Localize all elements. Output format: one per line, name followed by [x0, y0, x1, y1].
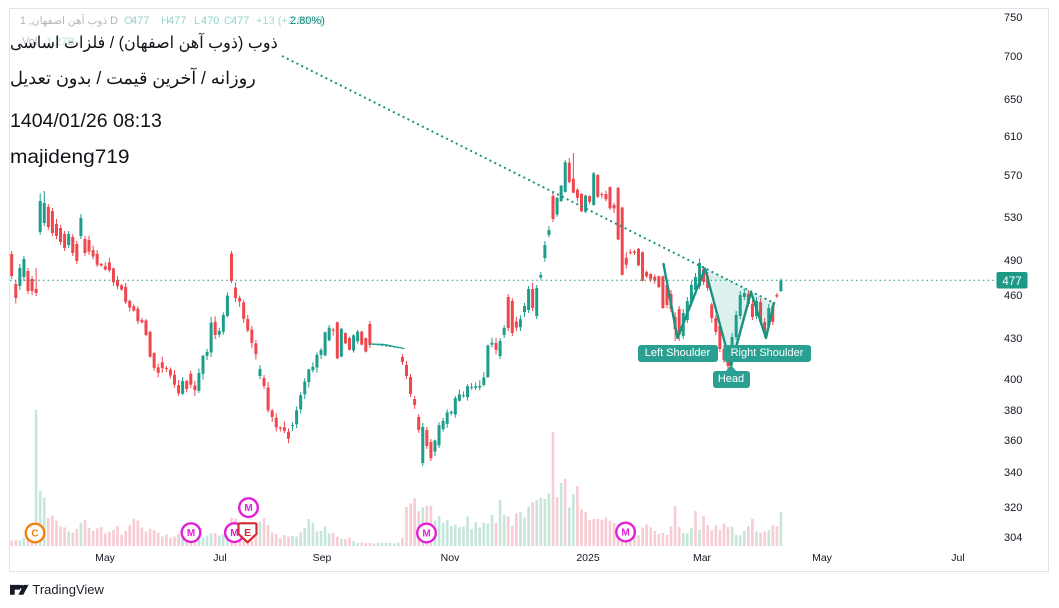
svg-text:C: C: [31, 529, 38, 540]
svg-text:E: E: [244, 527, 251, 539]
svg-text:M: M: [244, 503, 252, 514]
svg-text:M: M: [187, 528, 195, 539]
svg-text:477: 477: [1002, 276, 1021, 288]
svg-text:M: M: [422, 529, 430, 540]
svg-text:M: M: [621, 528, 629, 539]
svg-text:M: M: [230, 528, 238, 539]
